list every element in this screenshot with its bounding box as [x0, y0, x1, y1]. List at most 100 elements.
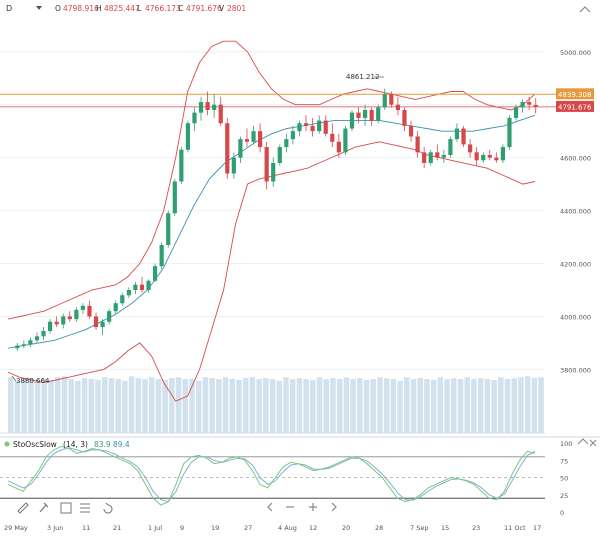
- volume-bar: [316, 377, 323, 433]
- chart-type-icon[interactable]: [60, 502, 72, 514]
- legend-dot-icon: [4, 441, 10, 447]
- candle: [369, 107, 374, 126]
- candle: [146, 279, 151, 293]
- candle: [395, 96, 401, 116]
- candle-body: [172, 181, 177, 214]
- candle-body: [15, 345, 20, 349]
- close-price-tag: 4791.676: [556, 100, 594, 112]
- candle: [441, 149, 446, 163]
- volume-bar: [430, 379, 437, 433]
- candle: [349, 110, 355, 132]
- stochastic-panel[interactable]: 100 75 50 25 0 StoOscSlow (14, 3) 83.9 89.4: [0, 436, 600, 517]
- candle: [107, 308, 112, 325]
- time-tick-label: 11 Oct: [504, 524, 526, 532]
- candle-body: [146, 280, 151, 290]
- candle-body: [467, 144, 473, 153]
- volume-bar: [175, 377, 182, 433]
- volume-bar: [330, 378, 336, 433]
- volume-bar: [370, 379, 376, 433]
- price-tick-label: 3800.000: [560, 366, 591, 374]
- candle-body: [441, 155, 446, 158]
- collapse-chevron-icon[interactable]: [579, 6, 591, 13]
- candle: [454, 123, 460, 142]
- fibonacci-icon[interactable]: [80, 503, 90, 513]
- volume-bar: [68, 379, 74, 433]
- candle: [152, 263, 158, 283]
- candle: [41, 327, 46, 341]
- candle: [494, 152, 499, 163]
- candle: [185, 120, 191, 153]
- candle-body: [251, 131, 256, 142]
- candle: [435, 144, 440, 161]
- price-tick-label: 4200.000: [560, 261, 591, 269]
- volume-bar: [128, 376, 135, 433]
- candle: [507, 115, 512, 150]
- volume-bar: [504, 379, 511, 433]
- candle: [212, 94, 217, 118]
- candle: [513, 104, 519, 121]
- volume-bar: [222, 377, 229, 433]
- candle-body: [487, 155, 492, 158]
- volume-bar: [283, 377, 289, 433]
- dropdown-chevron-icon[interactable]: [36, 6, 42, 10]
- volume-bar: [236, 379, 242, 433]
- volume-bar: [142, 379, 148, 433]
- volume-bar: [477, 378, 484, 433]
- candle-body: [257, 131, 263, 148]
- low-annotation: 3880.664: [11, 375, 50, 385]
- volume-bar: [101, 377, 108, 433]
- volume-bar: [48, 379, 54, 433]
- volume-bar: [115, 379, 121, 433]
- price-tick-label: 4000.000: [560, 313, 591, 321]
- volume-bar: [531, 378, 538, 433]
- close-panel-icon[interactable]: [589, 439, 597, 447]
- undo-icon[interactable]: [103, 502, 113, 514]
- panel-chevron-icon[interactable]: [577, 438, 589, 445]
- time-axis: 29 May 3 Jun 11 21 1 Jul 9 19 27 4 Aug 12 20 28 7 Se…: [4, 524, 541, 532]
- volume-bar: [135, 378, 142, 433]
- brush-icon[interactable]: [39, 502, 49, 513]
- volume-bar: [41, 379, 48, 433]
- candle-body: [382, 94, 387, 108]
- zoom-in-icon[interactable]: [309, 503, 317, 511]
- candle-body: [264, 147, 269, 182]
- candle: [500, 144, 506, 163]
- volume-bar: [457, 379, 464, 433]
- candle-body: [277, 147, 282, 163]
- time-tick-label: 29 May: [4, 524, 28, 532]
- candle: [389, 91, 394, 108]
- candle: [257, 123, 263, 153]
- d-value: 89.4: [113, 440, 130, 449]
- panel-controls: [577, 438, 597, 447]
- stoch-tick-label: 25: [560, 492, 568, 500]
- volume-bar: [263, 378, 269, 433]
- scroll-right-icon[interactable]: [331, 502, 337, 512]
- price-panel[interactable]: 3800.000 4000.000 4200.000 4400.000 4600.000…: [0, 40, 594, 434]
- bollinger-middle-line: [7, 114, 536, 349]
- candle: [87, 300, 92, 320]
- candle-body: [323, 120, 328, 134]
- candle-body: [212, 104, 217, 110]
- candle-body: [198, 102, 204, 113]
- candle-body: [349, 112, 355, 129]
- symbol-label[interactable]: D: [6, 4, 12, 13]
- volume-bar: [484, 379, 491, 433]
- candle: [303, 115, 309, 132]
- scroll-left-icon[interactable]: [267, 502, 273, 512]
- candle-body: [159, 245, 164, 267]
- time-tick-label: 9: [180, 524, 184, 532]
- time-tick-label: 28: [375, 524, 383, 532]
- candle: [15, 342, 20, 351]
- candle-body: [47, 321, 53, 332]
- candle-body: [100, 321, 105, 328]
- candle: [113, 300, 118, 314]
- stoch-tick-label: 0: [560, 509, 564, 517]
- volume-bar: [357, 378, 363, 433]
- close-price-text: 4791.676: [558, 103, 592, 111]
- candle-body: [507, 117, 512, 148]
- volume-bars: [8, 376, 544, 433]
- candle: [474, 147, 479, 166]
- volume-bar: [34, 381, 41, 433]
- pencil-icon[interactable]: [17, 502, 29, 514]
